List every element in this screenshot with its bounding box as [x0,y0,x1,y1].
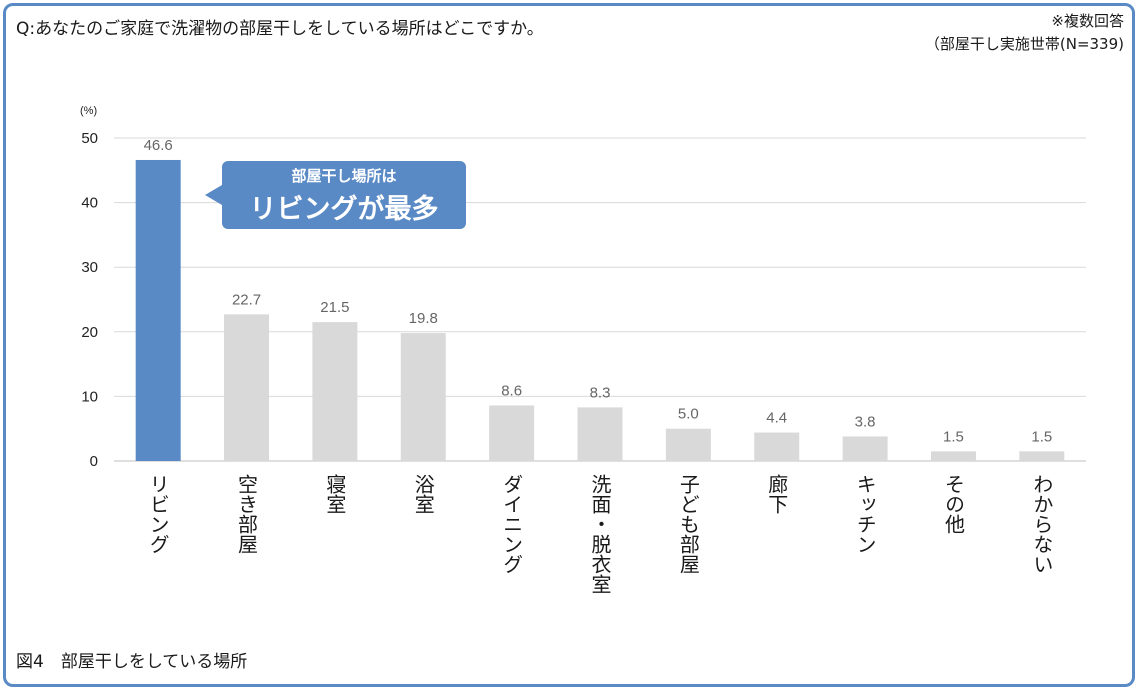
bar-2 [312,322,358,461]
y-tick-label: 0 [90,453,98,470]
value-labels: 46.6 22.7 21.5 19.8 8.6 8.3 5.0 4.4 3.8 1.5 1.5 [144,137,1053,445]
y-tick-label: 10 [81,388,98,405]
category-label-3: 浴室 [411,474,436,514]
value-label-2: 21.5 [320,299,349,316]
figure-caption: 図4 部屋干しをしている場所 [16,652,248,672]
multiple-answer-note: ※複数回答 [1051,12,1124,30]
bar-7 [754,432,800,461]
value-label-7: 4.4 [766,410,787,427]
value-label-4: 8.6 [501,382,522,399]
category-label-5: 洗面・脱衣室 [588,474,612,594]
category-label-6: 子ども部屋 [676,474,701,574]
bars [135,159,1065,462]
y-tick-label: 50 [81,130,98,147]
callout-line2: リビングが最多 [249,194,439,225]
value-label-6: 5.0 [678,406,699,423]
y-tick-labels: 0 10 20 30 40 50 [81,130,98,470]
bar-1 [224,314,270,461]
sample-base-note: （部屋干し実施世帯(N=339) [924,35,1124,53]
category-label-4: ダイニング [499,474,524,574]
bar-6 [665,428,711,461]
callout-box [205,161,466,229]
value-label-1: 22.7 [232,291,261,308]
callout-background [222,161,466,229]
value-label-3: 19.8 [409,310,438,327]
bar-0 [135,159,181,462]
callout-pointer [205,185,222,205]
value-label-8: 3.8 [855,413,876,430]
bar-8 [842,436,888,461]
bar-9 [930,451,976,461]
value-label-0: 46.6 [144,137,173,154]
y-tick-label: 20 [81,324,98,341]
y-unit-label: (%) [80,105,97,117]
value-label-10: 1.5 [1031,428,1052,445]
y-tick-label: 30 [81,259,98,276]
bar-3 [400,333,446,461]
category-label-7: 廊下 [764,474,789,514]
callout-line1: 部屋干し場所は [291,167,397,185]
bar-4 [489,405,535,461]
value-label-9: 1.5 [943,428,964,445]
category-label-8: キッチン [853,474,878,554]
y-tick-label: 40 [81,195,98,212]
bar-5 [577,407,623,461]
bar-10 [1019,451,1065,461]
category-label-1: 空き部屋 [234,474,259,554]
category-label-10: わからない [1029,474,1054,574]
value-label-5: 8.3 [590,384,611,401]
category-label-9: その他 [941,474,966,534]
question-text: Q:あなたのご家庭で洗濯物の部屋干しをしている場所はどこですか。 [16,19,544,39]
category-label-2: 寝室 [322,474,347,514]
category-label-0: リビング [146,474,171,554]
figure-frame [3,3,1135,687]
